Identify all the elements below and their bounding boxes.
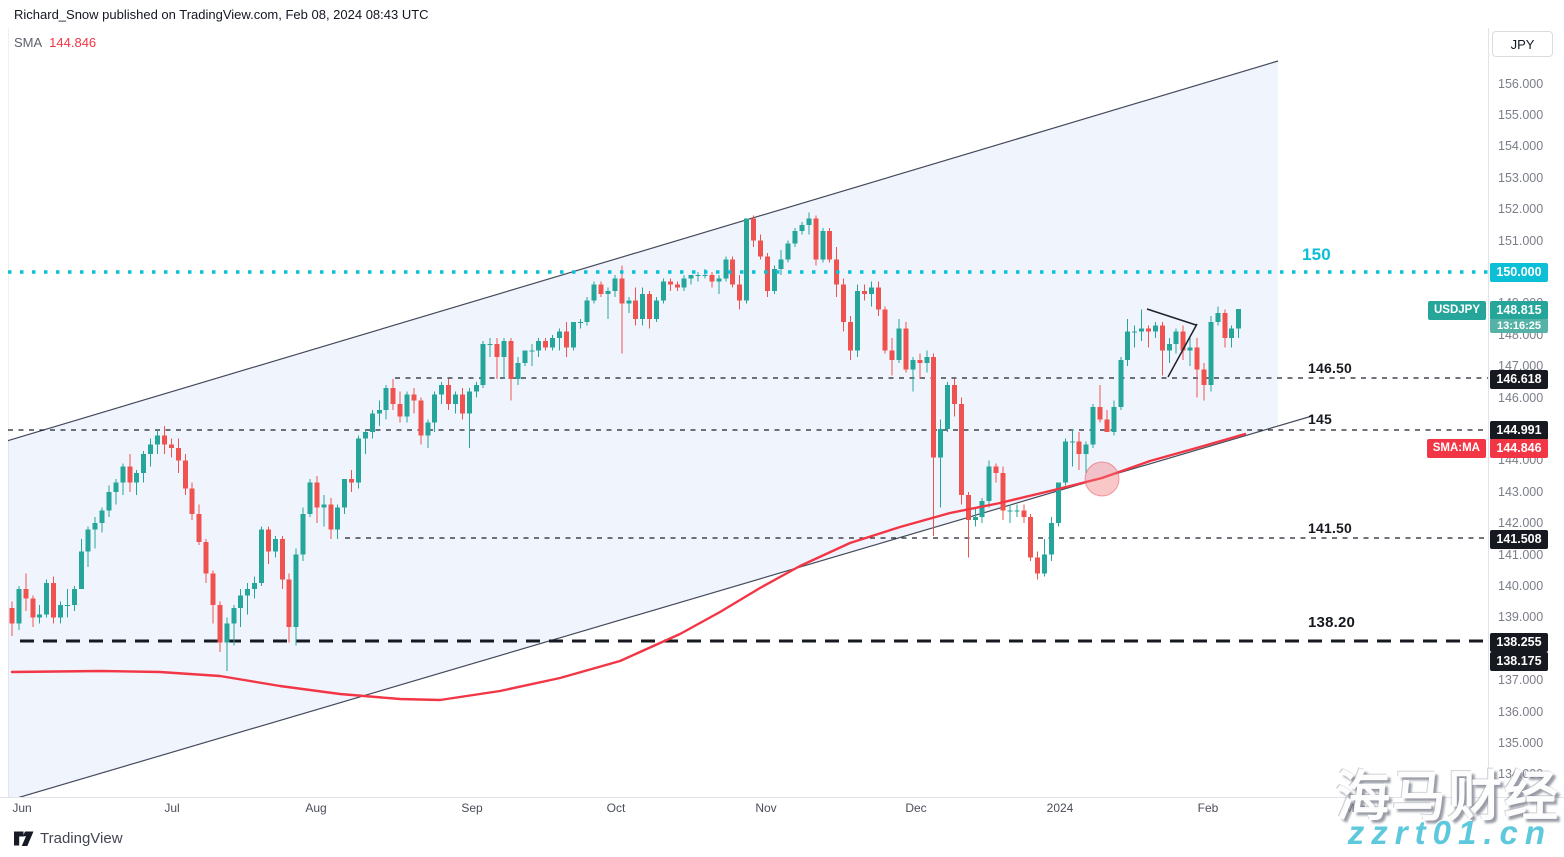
- time-tick-aug: Aug: [305, 801, 327, 815]
- price-tick: 142.000: [1498, 516, 1544, 531]
- price-tick: 143.000: [1498, 484, 1544, 499]
- tradingview-logo-text: TradingView: [40, 830, 123, 847]
- price-tick: 136.000: [1498, 704, 1544, 719]
- time-tick-sep: Sep: [461, 801, 483, 815]
- highlight-circle: [1084, 461, 1120, 497]
- time-tick-nov: Nov: [755, 801, 777, 815]
- price-badge-138-255: 138.255: [1490, 632, 1548, 652]
- price-badge-138-175: 138.175: [1490, 651, 1548, 671]
- level-label-145: 145: [1308, 411, 1332, 427]
- price-tick: 146.000: [1498, 390, 1544, 405]
- candlestick-series: [9, 212, 1242, 671]
- level-lines: [8, 377, 1488, 643]
- price-tick: 135.000: [1498, 736, 1544, 750]
- time-tick-oct: Oct: [606, 801, 626, 815]
- level-label-146-50: 146.50: [1308, 360, 1353, 376]
- price-badge-141-508: 141.508: [1490, 529, 1548, 549]
- level-label-141-50: 141.50: [1308, 520, 1353, 536]
- price-tick: 156.000: [1498, 76, 1544, 91]
- level-label-138-20: 138.20: [1308, 614, 1356, 631]
- time-tick-feb: Feb: [1197, 801, 1219, 815]
- time-tick-2024: 2024: [1046, 801, 1074, 815]
- tradingview-logo[interactable]: TradingView: [14, 830, 123, 847]
- time-axis-separator: [0, 797, 1564, 798]
- time-tick-dec: Dec: [905, 801, 927, 815]
- price-badge-144-846: 144.846: [1490, 438, 1548, 458]
- price-tick: 141.000: [1498, 547, 1544, 562]
- level-label-150: 150: [1302, 245, 1331, 264]
- sma-line: [10, 432, 1247, 702]
- series-tag-smama: SMA:MA: [1426, 438, 1486, 458]
- plot-left-border: [8, 28, 9, 797]
- price-tick: 137.000: [1498, 673, 1544, 688]
- price-tick: 140.000: [1498, 579, 1544, 593]
- time-tick-jun: Jun: [12, 801, 32, 815]
- price-badge-144-991: 144.991: [1490, 420, 1548, 440]
- price-tick: 151.000: [1498, 233, 1544, 248]
- time-tick-jul: Jul: [164, 801, 180, 815]
- series-tag-usdjpy: USDJPY: [1427, 300, 1486, 320]
- price-tick: 139.000: [1498, 610, 1544, 625]
- pennant-annotation: [1146, 308, 1198, 378]
- price-badge-146-618: 146.618: [1490, 369, 1548, 389]
- price-tick: 153.000: [1498, 170, 1544, 185]
- price-tick: 155.000: [1498, 108, 1544, 122]
- price-axis-separator: [1488, 28, 1489, 820]
- publish-header: Richard_Snow published on TradingView.co…: [14, 7, 429, 22]
- currency-toggle-button[interactable]: JPY: [1492, 31, 1553, 57]
- price-tick: 134.000: [1498, 767, 1544, 782]
- price-tick: 152.000: [1498, 202, 1544, 217]
- price-badge-150-000: 150.000: [1490, 262, 1548, 282]
- indicator-value: 144.846: [49, 35, 97, 50]
- price-tick: 154.000: [1498, 139, 1544, 154]
- time-tick-mar: Mar: [1344, 801, 1366, 815]
- indicator-legend: SMA 144.846: [14, 35, 96, 50]
- price-badge-148-815: 148.815: [1490, 300, 1548, 320]
- tradingview-logo-icon: [14, 831, 34, 846]
- indicator-name: SMA: [14, 35, 43, 50]
- price-badge-13-16-25: 13:16:25: [1490, 319, 1548, 333]
